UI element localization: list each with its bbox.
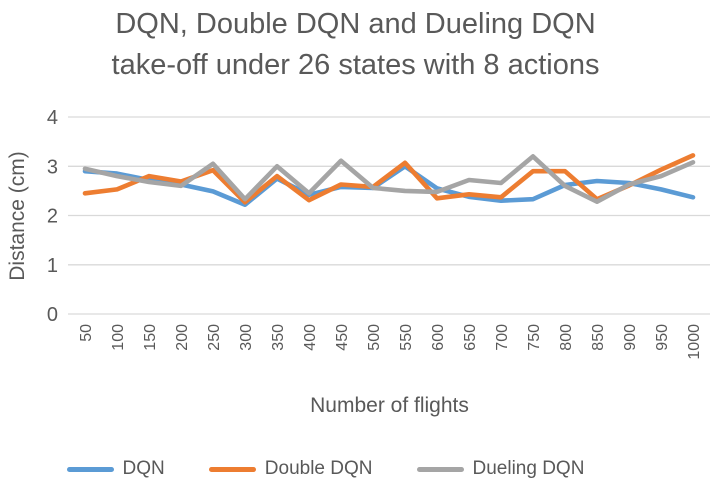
x-tick-label: 200 bbox=[174, 324, 191, 351]
legend-item-dueling-dqn: Dueling DQN bbox=[416, 458, 585, 480]
x-tick-label: 300 bbox=[238, 324, 255, 351]
chart-title-line-1: DQN, Double DQN and Dueling DQN bbox=[115, 8, 596, 40]
x-tick-label: 600 bbox=[430, 324, 447, 351]
x-tick-label: 700 bbox=[494, 324, 511, 351]
y-tick-label: 0 bbox=[47, 304, 58, 326]
legend: DQN Double DQN Dueling DQN bbox=[0, 458, 651, 480]
legend-item-double-dqn: Double DQN bbox=[208, 458, 373, 480]
x-tick-label: 50 bbox=[78, 324, 95, 342]
x-tick-label: 100 bbox=[110, 324, 127, 351]
x-tick-label: 150 bbox=[142, 324, 159, 351]
chart-title: DQN, Double DQN and Dueling DQN take-off… bbox=[0, 4, 711, 86]
legend-label: DQN bbox=[122, 458, 165, 479]
x-tick-label: 750 bbox=[526, 324, 543, 351]
series-line-dueling-dqn bbox=[82, 154, 696, 204]
legend-line-swatch bbox=[416, 466, 464, 472]
x-axis-title: Number of flights bbox=[310, 394, 469, 417]
legend-line-swatch bbox=[66, 466, 114, 472]
x-tick-label: 400 bbox=[302, 324, 319, 351]
y-tick-label: 2 bbox=[47, 206, 58, 228]
chart-title-line-2: take-off under 26 states with 8 actions bbox=[111, 49, 600, 81]
x-tick-label: 350 bbox=[270, 324, 287, 351]
y-tick-label: 4 bbox=[47, 107, 58, 129]
x-tick-label: 500 bbox=[366, 324, 383, 351]
legend-item-dqn: DQN bbox=[66, 458, 165, 480]
x-tick-label: 550 bbox=[398, 324, 415, 351]
x-tick-label: 250 bbox=[206, 324, 223, 351]
legend-label: Double DQN bbox=[264, 458, 373, 479]
x-tick-label: 800 bbox=[558, 324, 575, 351]
x-tick-label: 950 bbox=[654, 324, 671, 351]
y-tick-label: 1 bbox=[47, 255, 58, 277]
legend-line-swatch bbox=[208, 466, 256, 472]
x-tick-label: 900 bbox=[622, 324, 639, 351]
x-tick-label: 850 bbox=[590, 324, 607, 351]
legend-label: Dueling DQN bbox=[472, 458, 585, 479]
x-tick-label: 450 bbox=[334, 324, 351, 351]
x-tick-label: 650 bbox=[462, 324, 479, 351]
x-tick-label: 1000 bbox=[686, 324, 703, 360]
y-tick-label: 3 bbox=[47, 156, 58, 178]
